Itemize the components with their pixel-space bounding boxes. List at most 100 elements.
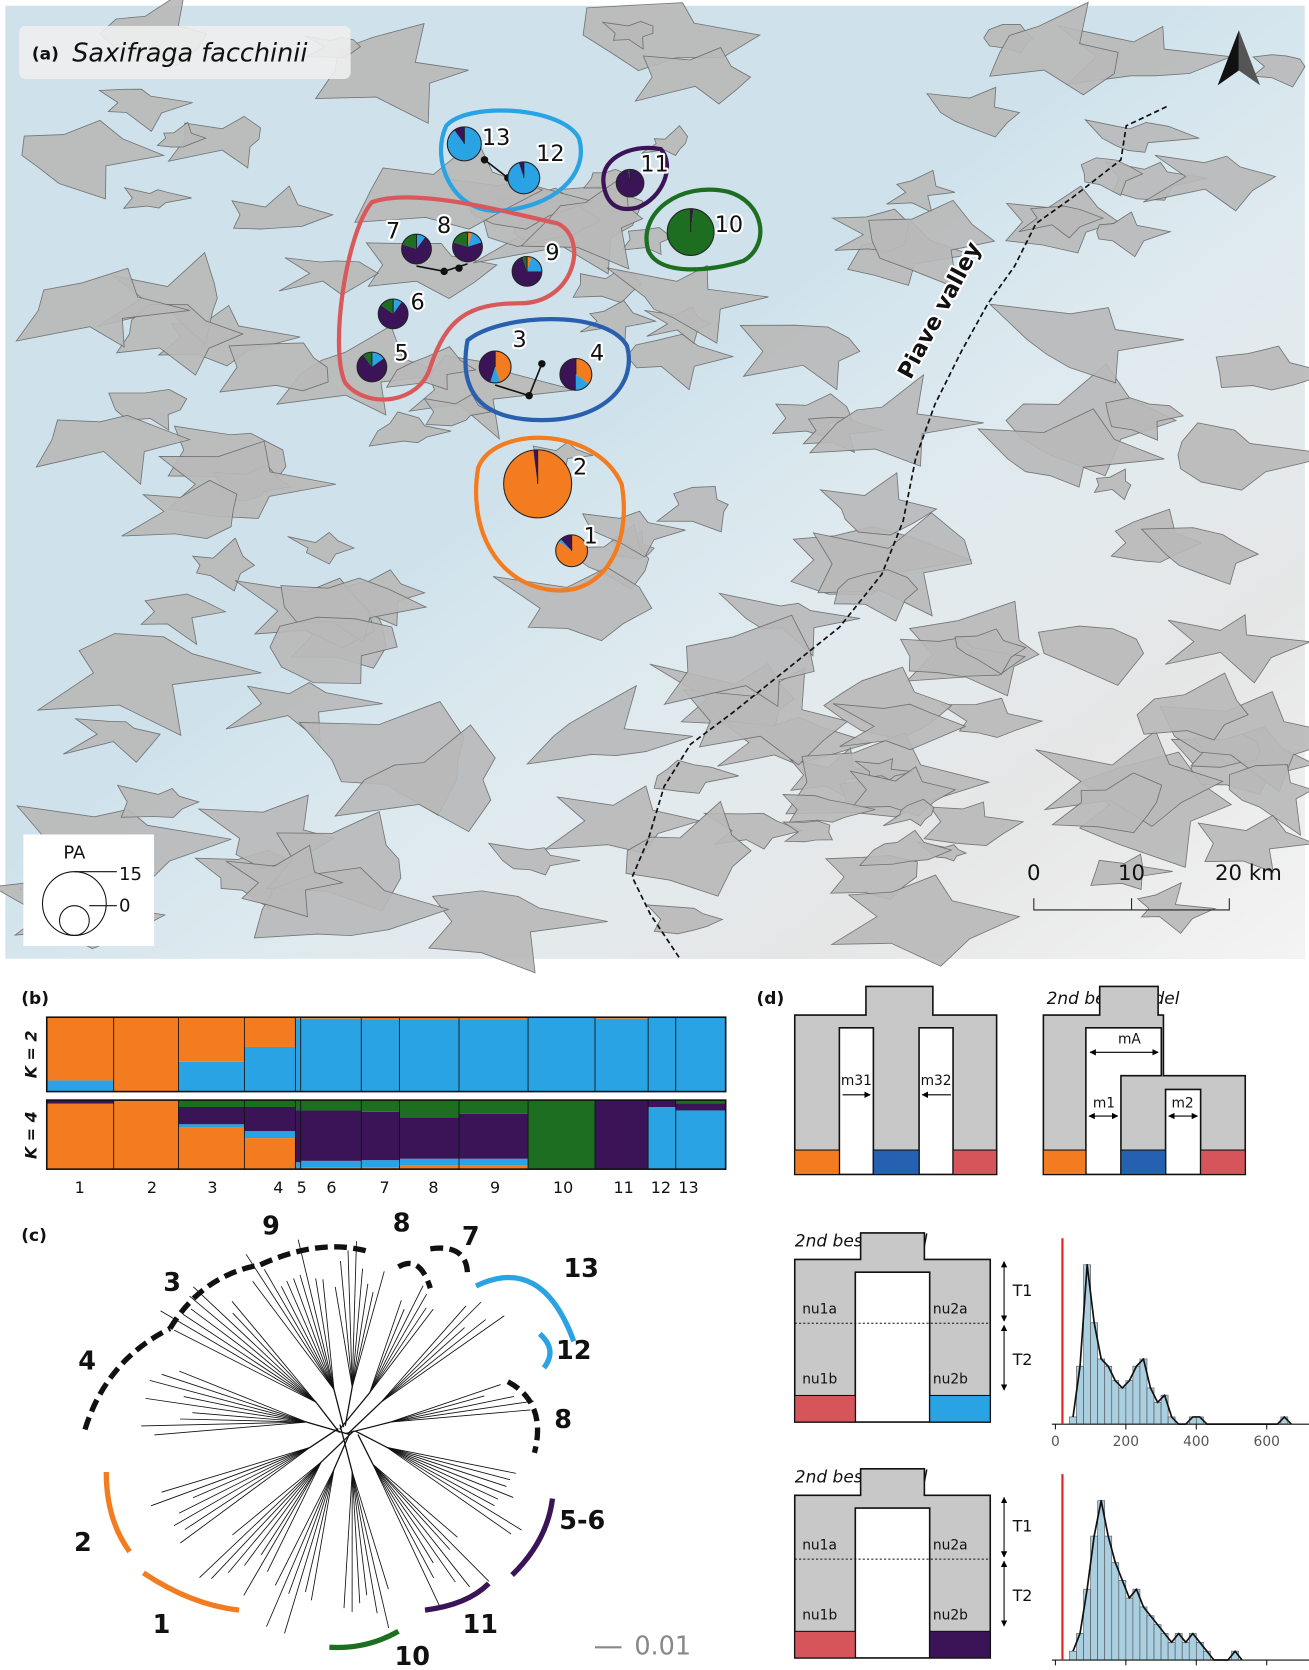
- ancestry-bar: [459, 1159, 528, 1166]
- model-pop: [930, 1395, 991, 1422]
- population-label: 3: [512, 327, 526, 353]
- hist-bar: [1112, 1381, 1119, 1424]
- ancestry-bar: [400, 1100, 460, 1117]
- tree-branch: [381, 1328, 465, 1403]
- size-label: nu1a: [802, 1301, 837, 1317]
- tree-branch: [373, 1464, 489, 1581]
- pair-models: 2nd best modelnu1anu2anu1bnu2bT1T22nd be…: [795, 1231, 1033, 1658]
- migration-label: m2: [1171, 1095, 1193, 1111]
- ancestry-bar: [361, 1019, 399, 1091]
- group-arc: [512, 1499, 552, 1576]
- population-label: 7: [380, 1178, 390, 1197]
- size-label: nu2a: [933, 1301, 968, 1317]
- panel-label: (c): [21, 1226, 47, 1246]
- group-arc: [260, 1247, 366, 1265]
- size-label: nu1b: [802, 1372, 837, 1388]
- connector-node: [525, 392, 532, 399]
- model-shape: [795, 986, 997, 1174]
- tree-branch: [387, 1447, 495, 1505]
- ancestry-bar: [361, 1160, 399, 1167]
- group-label: 12: [556, 1336, 592, 1366]
- model-pop: [873, 1150, 919, 1174]
- population-label: 6: [410, 290, 424, 316]
- model-pop: [1201, 1150, 1246, 1174]
- hist-bar: [1140, 1607, 1147, 1660]
- population-label: 3: [207, 1178, 217, 1197]
- ancestry-bar: [179, 1107, 245, 1124]
- species-title: Saxifraga facchinii: [72, 39, 307, 69]
- population-label: 8: [437, 213, 451, 239]
- tree-branch: [199, 1462, 321, 1578]
- time-label: T1: [1012, 1517, 1033, 1536]
- tree-branch: [267, 1469, 334, 1626]
- population-label: 10: [715, 212, 743, 238]
- hist-bar: [1133, 1366, 1140, 1424]
- migration-label: m31: [841, 1073, 872, 1089]
- panel-label: (d): [757, 989, 785, 1009]
- tree-branch: [387, 1447, 516, 1473]
- tree-branch: [146, 1398, 307, 1422]
- population-label: 10: [553, 1178, 573, 1197]
- legend-title: PA: [63, 843, 86, 864]
- tree-branch: [370, 1309, 434, 1393]
- population-label: 9: [545, 240, 559, 266]
- population-label: 2: [573, 454, 587, 480]
- tree-branch: [232, 1462, 321, 1535]
- ancestry-bar: [295, 1100, 300, 1110]
- hist-bar: [1069, 1651, 1076, 1660]
- population-label: 5: [395, 341, 409, 367]
- model-shape: [795, 1233, 991, 1422]
- x-tick-label: 400: [1183, 1434, 1209, 1450]
- tree-branch: [285, 1469, 334, 1633]
- panel-label: (a): [32, 45, 59, 65]
- connector-node: [440, 268, 447, 275]
- group-label: 10: [395, 1642, 431, 1670]
- hist-bar: [1112, 1563, 1119, 1660]
- legend-box: [23, 834, 154, 946]
- tree-branch: [184, 1397, 307, 1423]
- ancestry-bar: [648, 1107, 676, 1169]
- figure: Piave valley 12345678910111213 (a) Saxif…: [0, 0, 1309, 1670]
- k-label: K = 4: [21, 1111, 40, 1159]
- tree-branch: [352, 1292, 373, 1387]
- ancestry-bar: [400, 1117, 460, 1158]
- tree-branch: [387, 1447, 506, 1486]
- tree-branch: [387, 1447, 513, 1497]
- group-label: 4: [78, 1347, 96, 1377]
- population-label: 6: [326, 1178, 336, 1197]
- tree-branch: [174, 1447, 310, 1525]
- page: { "panel_a": { "label": "(a)", "species"…: [0, 0, 1309, 1670]
- ancestry-bar: [179, 1124, 245, 1127]
- tree-branch: [373, 1464, 441, 1608]
- ancestry-bar: [47, 1017, 114, 1080]
- hist-bar: [1077, 1366, 1084, 1424]
- ancestry-bar: [301, 1019, 362, 1092]
- x-tick-label: 600: [1254, 1434, 1280, 1450]
- group-label: 3: [163, 1268, 181, 1298]
- hist-bar: [1098, 1359, 1105, 1424]
- tree-branch: [185, 1447, 310, 1529]
- ancestry-bar: [114, 1017, 179, 1091]
- model-shape: [1043, 986, 1245, 1174]
- population-label: 1: [75, 1178, 85, 1197]
- migration-label: mA: [1118, 1032, 1141, 1048]
- migration-label: m1: [1093, 1095, 1115, 1111]
- tree-branch: [287, 1281, 334, 1390]
- tree-branch: [298, 1240, 334, 1390]
- ancestry-bar: [648, 1017, 676, 1091]
- tree-branch: [387, 1447, 521, 1530]
- tree-branch: [193, 1287, 316, 1402]
- k-label: K = 2: [21, 1030, 40, 1078]
- population-label: 8: [428, 1178, 438, 1197]
- model-pop: [795, 1150, 840, 1174]
- ancestry-bar: [47, 1080, 114, 1091]
- population-label: 1: [584, 523, 598, 549]
- ancestry-bar: [676, 1110, 726, 1169]
- hist-bar: [1168, 1642, 1175, 1660]
- hist-bar: [1126, 1598, 1133, 1660]
- model-pop: [930, 1631, 991, 1658]
- ancestry-bar: [244, 1017, 295, 1047]
- group-label: 8: [554, 1405, 572, 1435]
- tree-branch: [161, 1311, 316, 1402]
